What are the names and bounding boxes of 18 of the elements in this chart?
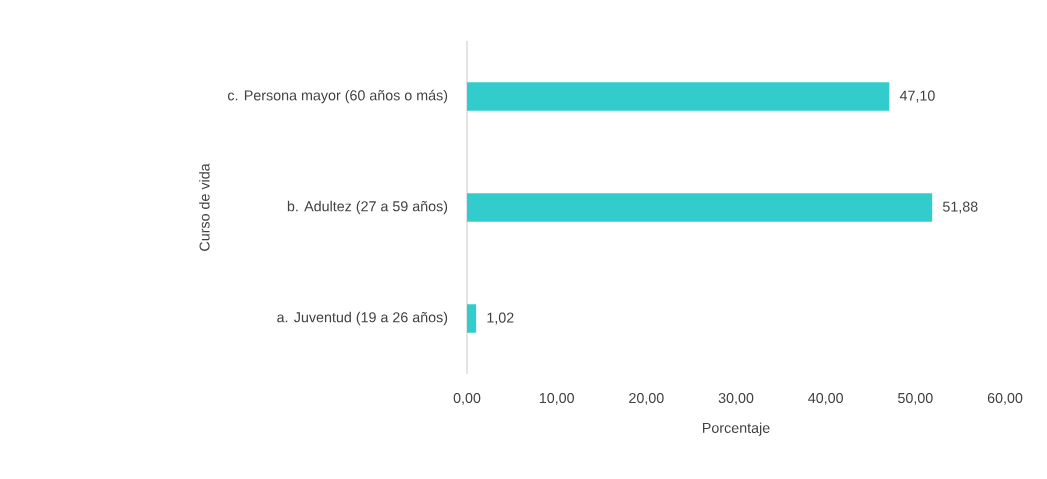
x-tick-label: 60,00 — [987, 392, 1023, 405]
x-axis-title: Porcentaje — [703, 422, 770, 436]
y-tick-label: a. Juventud (19 a 26 años) — [277, 311, 448, 326]
x-tick-label: 10,00 — [539, 392, 574, 405]
data-label: 47,10 — [899, 90, 935, 103]
bar — [467, 82, 890, 111]
x-tick-label: 30,00 — [718, 392, 754, 405]
y-tick-label: c. Persona mayor (60 años o más) — [227, 89, 448, 104]
x-tick-label: 20,00 — [629, 392, 664, 405]
x-tick-label: 50,00 — [898, 392, 933, 405]
data-label: 51,88 — [942, 201, 978, 214]
bar — [467, 304, 477, 333]
y-tick-label: b. Adultez (27 a 59 años) — [287, 200, 448, 215]
y-axis-title: Curso de vida — [199, 163, 210, 251]
x-tick-label: 0,00 — [453, 392, 481, 405]
data-label: 1,02 — [487, 312, 514, 325]
bar — [467, 193, 933, 222]
x-tick-label: 40,00 — [808, 392, 843, 405]
